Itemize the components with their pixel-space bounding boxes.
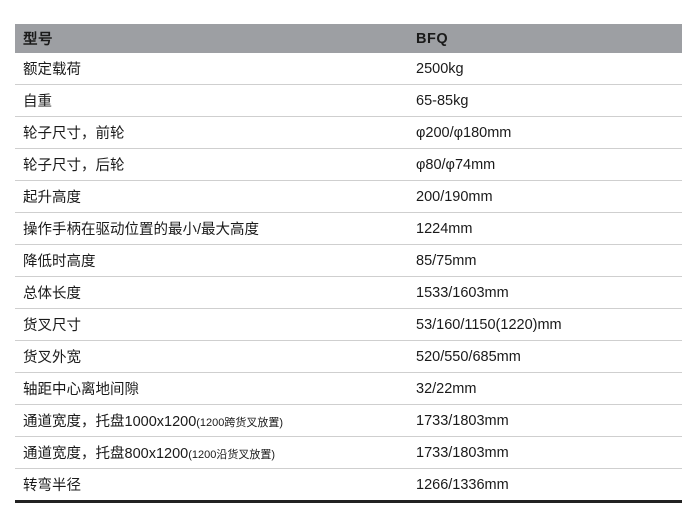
table-row: 操作手柄在驱动位置的最小/最大高度 1224mm xyxy=(15,212,682,245)
row-label: 操作手柄在驱动位置的最小/最大高度 xyxy=(15,212,408,245)
row-label: 额定载荷 xyxy=(15,53,408,85)
row-label-text: 通道宽度，托盘1000x1200 xyxy=(23,414,197,430)
row-label: 降低时高度 xyxy=(15,244,408,277)
table-row: 轴距中心离地间隙 32/22mm xyxy=(15,372,682,405)
row-value: 1733/1803mm xyxy=(408,404,682,437)
row-label-text: 货叉外宽 xyxy=(23,350,81,366)
row-label-note: (1200沿货叉放置) xyxy=(188,449,275,461)
table-row: 起升高度 200/190mm xyxy=(15,180,682,213)
row-label: 转弯半径 xyxy=(15,468,408,503)
table-row: 转弯半径 1266/1336mm xyxy=(15,468,682,503)
row-label-note: (1200跨货叉放置) xyxy=(196,417,284,429)
row-label: 总体长度 xyxy=(15,276,408,309)
row-value: 1533/1603mm xyxy=(408,276,682,309)
row-label: 通道宽度，托盘800x1200(1200沿货叉放置) xyxy=(15,436,408,469)
row-label-text: 起升高度 xyxy=(23,190,81,206)
table-row: 轮子尺寸，后轮 φ80/φ74mm xyxy=(15,148,682,181)
row-value: 1266/1336mm xyxy=(408,468,682,503)
row-label: 轴距中心离地间隙 xyxy=(15,372,408,405)
row-label: 轮子尺寸，后轮 xyxy=(15,148,408,181)
table-row: 通道宽度，托盘1000x1200(1200跨货叉放置) 1733/1803mm xyxy=(15,404,682,437)
row-label: 货叉外宽 xyxy=(15,340,408,373)
table-row: 降低时高度 85/75mm xyxy=(15,244,682,277)
row-label-text: 降低时高度 xyxy=(23,254,96,270)
table-row: 轮子尺寸，前轮 φ200/φ180mm xyxy=(15,116,682,149)
row-value: 32/22mm xyxy=(408,372,682,405)
table-row: 额定载荷 2500kg xyxy=(15,53,682,85)
row-label: 起升高度 xyxy=(15,180,408,213)
row-label-text: 操作手柄在驱动位置的最小/最大高度 xyxy=(23,222,260,238)
row-value: 200/190mm xyxy=(408,180,682,213)
row-value: φ200/φ180mm xyxy=(408,116,682,149)
row-label: 自重 xyxy=(15,84,408,117)
row-label-text: 额定载荷 xyxy=(23,62,81,78)
table-header-row: 型号 BFQ xyxy=(15,24,682,53)
header-label-model: 型号 xyxy=(23,32,53,48)
header-value-model: BFQ xyxy=(416,30,449,47)
row-label-text: 总体长度 xyxy=(23,286,81,302)
row-label-text: 轮子尺寸，前轮 xyxy=(23,126,125,142)
table-row: 总体长度 1533/1603mm xyxy=(15,276,682,309)
row-label: 通道宽度，托盘1000x1200(1200跨货叉放置) xyxy=(15,404,408,437)
row-value: 65-85kg xyxy=(408,84,682,117)
specification-table: 型号 BFQ 额定载荷 2500kg 自重 65-85kg 轮子尺寸，前轮 φ200/φ1… xyxy=(15,24,682,503)
row-value: φ80/φ74mm xyxy=(408,148,682,181)
table-row: 通道宽度，托盘800x1200(1200沿货叉放置) 1733/1803mm xyxy=(15,436,682,469)
specification-table-container: 型号 BFQ 额定载荷 2500kg 自重 65-85kg 轮子尺寸，前轮 φ200/φ1… xyxy=(15,24,682,503)
row-value: 2500kg xyxy=(408,53,682,85)
row-label-text: 通道宽度，托盘800x1200 xyxy=(23,446,189,462)
row-label: 货叉尺寸 xyxy=(15,308,408,341)
table-row: 自重 65-85kg xyxy=(15,84,682,117)
table-row: 货叉尺寸 53/160/1150(1220)mm xyxy=(15,308,682,341)
table-row: 货叉外宽 520/550/685mm xyxy=(15,340,682,373)
row-value: 85/75mm xyxy=(408,244,682,277)
row-label: 轮子尺寸，前轮 xyxy=(15,116,408,149)
row-value: 1733/1803mm xyxy=(408,436,682,469)
specification-table-body: 型号 BFQ 额定载荷 2500kg 自重 65-85kg 轮子尺寸，前轮 φ200/φ1… xyxy=(15,24,682,503)
row-value: 1224mm xyxy=(408,212,682,245)
row-label-text: 轮子尺寸，后轮 xyxy=(23,158,125,174)
row-value: 520/550/685mm xyxy=(408,340,682,373)
row-value: 53/160/1150(1220)mm xyxy=(408,308,682,341)
row-label-text: 货叉尺寸 xyxy=(23,318,81,334)
row-label-text: 轴距中心离地间隙 xyxy=(23,382,139,398)
row-label-text: 自重 xyxy=(23,94,52,110)
row-label-text: 转弯半径 xyxy=(23,478,81,494)
